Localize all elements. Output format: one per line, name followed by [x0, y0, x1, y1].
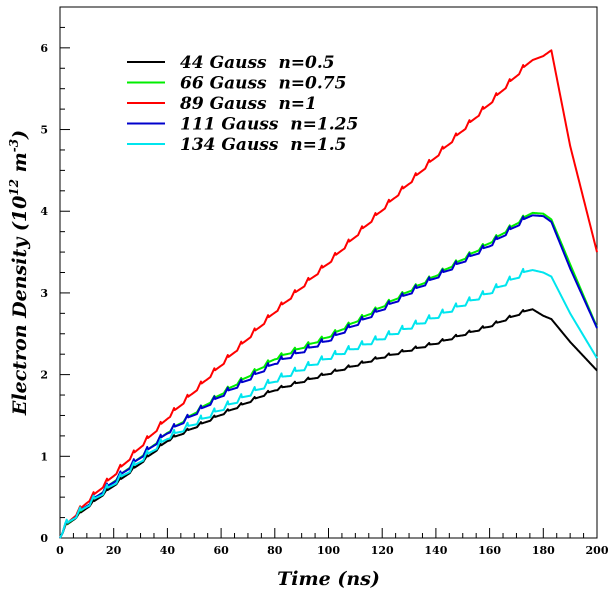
y-axis-title: Electron Density (1012 m-3)	[7, 130, 31, 416]
series-lines	[59, 49, 598, 539]
legend-entry: 66 Gauss n=0.75	[180, 74, 346, 94]
y-axis-title-exponent-2: -3	[7, 139, 21, 152]
y-tick-label: 5	[40, 124, 48, 137]
y-tick-label: 2	[40, 369, 48, 382]
x-tick-label: 180	[532, 544, 555, 557]
x-tick-label: 0	[56, 544, 64, 557]
series-line	[59, 211, 598, 539]
y-tick-label: 4	[40, 205, 48, 218]
x-tick-label: 60	[213, 544, 229, 557]
y-tick-label: 1	[40, 450, 48, 463]
x-tick-label: 160	[478, 544, 501, 557]
x-tick-label: 40	[160, 544, 176, 557]
legend-entry: 44 Gauss n=0.5	[180, 53, 335, 73]
y-axis-title-unit: m	[9, 152, 31, 179]
x-tick-label: 20	[106, 544, 122, 557]
y-tick-label: 3	[40, 287, 48, 300]
series-line	[59, 49, 598, 539]
x-tick-label: 200	[586, 544, 609, 557]
x-tick-labels: 0 20 40 60 80 100 120 140 160 180 200	[56, 544, 609, 557]
legend-entry: 111 Gauss n=1.25	[180, 115, 358, 135]
y-tick-label: 6	[40, 42, 48, 55]
y-tick-labels: 0 1 2 3 4 5 6	[40, 42, 48, 545]
x-tick-label: 80	[267, 544, 283, 557]
legend-entry: 134 Gauss n=1.5	[180, 135, 346, 155]
x-axis-title: Time (ns)	[277, 568, 380, 590]
series-line	[59, 308, 598, 539]
series-line	[59, 267, 598, 539]
x-tick-label: 100	[317, 544, 340, 557]
y-axis-title-main: Electron Density (10	[9, 196, 31, 416]
x-tick-label: 120	[371, 544, 394, 557]
y-axis-title-close: )	[9, 130, 31, 140]
series-line	[59, 214, 598, 539]
legend-entry: 89 Gauss n=1	[179, 94, 317, 114]
y-axis-title-exponent-1: 12	[7, 179, 21, 196]
axis-ticks	[59, 6, 598, 539]
x-tick-label: 140	[424, 544, 447, 557]
y-tick-label: 0	[40, 532, 48, 545]
